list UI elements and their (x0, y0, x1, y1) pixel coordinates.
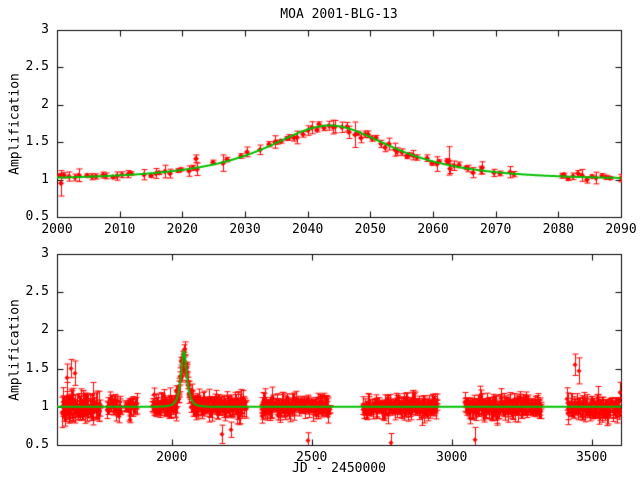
y-tick-label: 1 (41, 171, 49, 187)
y-tick-label: 2 (41, 322, 49, 338)
x-tick-label: 2020 (166, 222, 198, 237)
y-tick-label: 3 (41, 246, 49, 261)
x-tick-label: 2090 (605, 222, 637, 237)
y-tick-label: 2.5 (25, 59, 49, 75)
y-tick-label: 2.5 (25, 284, 49, 300)
x-tick-label: 3500 (575, 450, 608, 465)
y-tick-label: 1.5 (25, 134, 49, 150)
y-tick-label: 3 (41, 22, 49, 37)
x-tick-label: 2500 (296, 450, 328, 465)
y-axis-label-bottom-panel: Amplification (7, 299, 23, 401)
y-tick-label: 0.5 (25, 209, 49, 224)
x-tick-label: 3000 (436, 450, 468, 465)
x-tick-label: 2040 (292, 222, 324, 237)
x-tick-label: 2010 (104, 222, 136, 237)
x-tick-label: 2070 (480, 222, 512, 237)
y-tick-label: 0.5 (25, 437, 49, 452)
y-axis-label-top-panel: Amplification (7, 73, 23, 175)
x-tick-label: 2080 (542, 222, 574, 237)
y-tick-label: 2 (41, 96, 49, 112)
x-tick-label: 2050 (354, 222, 386, 237)
x-tick-label: 2000 (156, 450, 188, 465)
x-tick-label: 2060 (417, 222, 449, 237)
y-tick-label: 1 (41, 398, 49, 414)
chart-title: MOA 2001-BLG-13 (280, 7, 398, 22)
y-tick-label: 1.5 (25, 360, 49, 376)
x-axis-label-bottom-panel: JD - 2450000 (292, 461, 386, 476)
x-tick-label: 2030 (229, 222, 261, 237)
x-tick-label: 2000 (41, 222, 73, 237)
